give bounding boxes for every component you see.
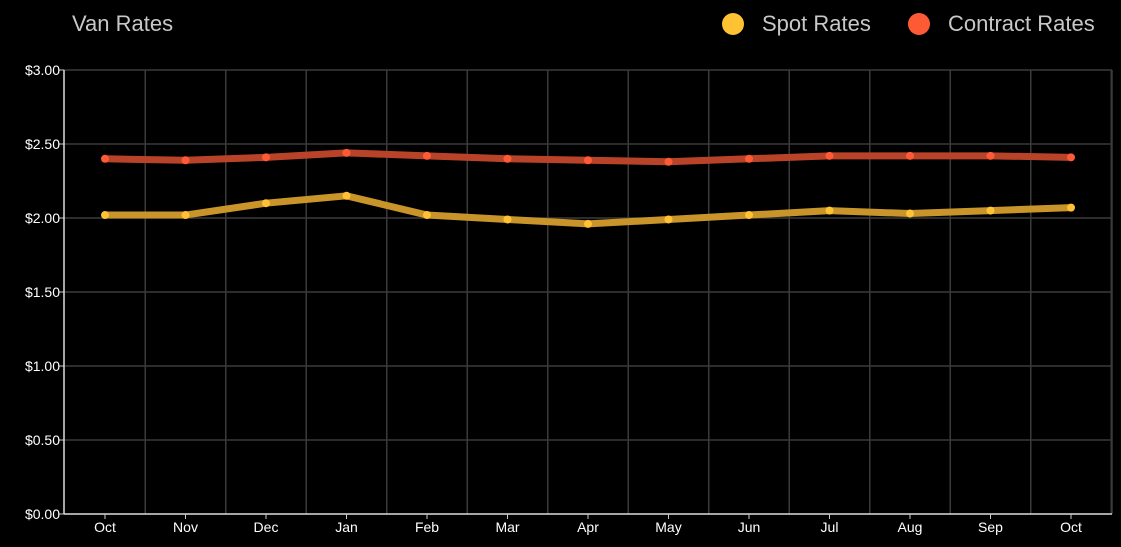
legend-label: Spot Rates: [762, 11, 871, 36]
data-point: [342, 148, 351, 157]
data-point: [503, 215, 512, 224]
data-point: [745, 154, 753, 163]
data-point: [584, 156, 592, 165]
data-point: [825, 206, 834, 215]
data-point: [986, 206, 995, 215]
chart-title: Van Rates: [72, 11, 174, 36]
data-point: [423, 211, 431, 220]
x-tick-label: Jul: [821, 519, 839, 535]
data-point: [1067, 153, 1075, 162]
data-point: [101, 154, 109, 163]
data-point: [423, 151, 431, 160]
y-tick-label: $2.50: [25, 136, 60, 152]
series-line-spot-rates: [101, 192, 1075, 228]
y-tick-label: $1.00: [25, 358, 60, 374]
data-point: [503, 154, 512, 163]
data-point: [986, 151, 995, 160]
data-point: [1067, 203, 1075, 212]
x-tick-label: Jan: [335, 519, 358, 535]
legend-swatch-contract-icon: [908, 13, 930, 35]
x-tick-label: May: [655, 519, 681, 535]
x-tick-label: Mar: [495, 519, 519, 535]
data-point: [745, 211, 753, 220]
y-tick-label: $0.50: [25, 432, 60, 448]
data-point: [664, 157, 673, 166]
x-tick-label: Oct: [94, 519, 116, 535]
data-point: [906, 209, 914, 218]
x-tick-label: Nov: [173, 519, 198, 535]
data-point: [342, 191, 351, 200]
x-tick-label: Apr: [577, 519, 599, 535]
data-point: [181, 211, 190, 220]
legend-swatch-spot-icon: [722, 13, 744, 35]
data-point: [584, 219, 592, 228]
legend-item-spot-rates[interactable]: Spot Rates: [722, 11, 871, 37]
data-point: [101, 211, 109, 220]
y-tick-label: $3.00: [25, 62, 60, 78]
x-tick-label: Aug: [898, 519, 923, 535]
data-point: [181, 156, 190, 165]
x-tick-label: Jun: [738, 519, 761, 535]
data-point: [664, 215, 673, 224]
x-tick-label: Oct: [1060, 519, 1082, 535]
data-point: [825, 151, 834, 160]
x-tick-label: Sep: [978, 519, 1003, 535]
x-tick-label: Feb: [415, 519, 439, 535]
data-point: [262, 199, 270, 208]
legend-item-contract-rates[interactable]: Contract Rates: [908, 11, 1095, 37]
y-tick-label: $2.00: [25, 210, 60, 226]
y-tick-label: $0.00: [25, 506, 60, 522]
data-point: [906, 151, 914, 160]
legend-label: Contract Rates: [948, 11, 1095, 36]
data-point: [262, 153, 270, 162]
y-tick-label: $1.50: [25, 284, 60, 300]
x-tick-label: Dec: [254, 519, 279, 535]
